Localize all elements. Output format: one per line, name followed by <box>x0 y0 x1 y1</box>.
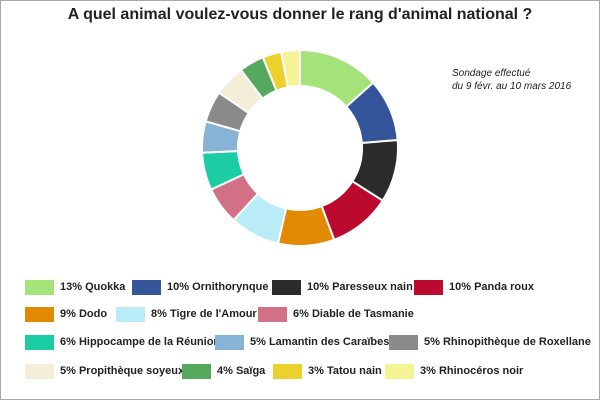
legend-label: 5% Rhinopithèque de Roxellane <box>424 336 591 348</box>
legend-swatch <box>389 335 418 350</box>
legend-label: 5% Propithèque soyeux <box>60 365 185 377</box>
legend-label: 4% Saïga <box>217 365 266 377</box>
legend-swatch <box>25 335 54 350</box>
legend-label: 10% Ornithorynque <box>167 281 269 293</box>
survey-note-line-1: Sondage effectué <box>452 68 531 79</box>
legend-label: 10% Paresseux nain <box>307 281 413 293</box>
legend-swatch <box>25 307 54 322</box>
legend-swatch <box>272 280 301 295</box>
legend-label: 13% Quokka <box>60 281 126 293</box>
survey-note: Sondage effectué du 9 févr. au 10 mars 2… <box>452 67 571 93</box>
legend-label: 6% Diable de Tasmanie <box>293 308 414 320</box>
legend-label: 6% Hippocampe de la Réunion <box>60 336 221 348</box>
legend-label: 3% Rhinocéros noir <box>420 365 524 377</box>
legend-swatch <box>273 364 302 379</box>
legend-swatch <box>132 280 161 295</box>
chart-title: A quel animal voulez-vous donner le rang… <box>67 6 533 23</box>
legend-swatch <box>182 364 211 379</box>
legend-swatch <box>215 335 244 350</box>
legend-swatch <box>25 280 54 295</box>
legend-swatch <box>258 307 287 322</box>
slice-13 <box>279 48 301 89</box>
legend-swatch <box>385 364 414 379</box>
survey-note-line-2: du 9 févr. au 10 mars 2016 <box>452 81 572 92</box>
legend-swatch <box>116 307 145 322</box>
legend-label: 5% Lamantin des Caraïbes <box>250 336 390 348</box>
legend-label: 9% Dodo <box>60 308 108 320</box>
legend-label: 8% Tigre de l'Amour <box>151 308 257 320</box>
legend-swatch <box>25 364 54 379</box>
legend-label: 10% Panda roux <box>449 281 534 293</box>
legend-swatch <box>414 280 443 295</box>
legend-label: 3% Tatou nain <box>308 365 382 377</box>
